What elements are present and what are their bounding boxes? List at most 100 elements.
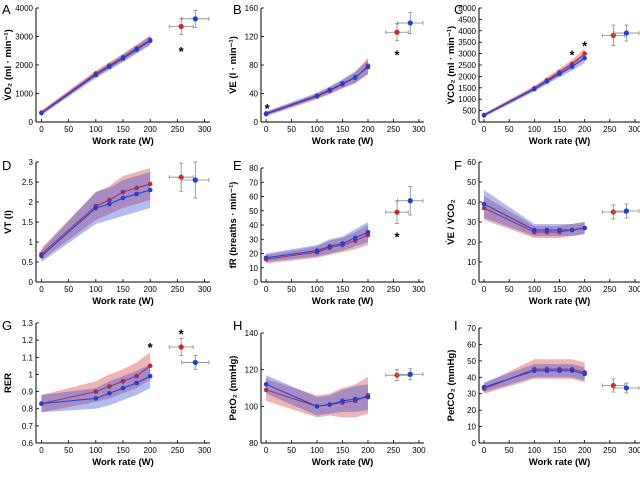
data-point-red xyxy=(93,389,99,394)
x-tick-label: 100 xyxy=(528,125,542,134)
significance-star: * xyxy=(394,47,400,62)
x-axis-label: Work rate (W) xyxy=(312,296,374,307)
y-tick-label: 1.2 xyxy=(22,336,34,345)
data-point-blue xyxy=(557,227,562,233)
x-tick-label: 50 xyxy=(287,125,296,134)
y-tick-label: 3000 xyxy=(15,33,33,42)
y-tick-label: 0.5 xyxy=(22,258,34,267)
y-tick-label: 60 xyxy=(467,158,476,167)
series-line-red xyxy=(265,389,369,407)
x-tick-label: 100 xyxy=(89,446,103,455)
data-point-blue xyxy=(569,64,575,69)
x-tick-label: 150 xyxy=(553,446,567,455)
y-tick-label: 80 xyxy=(249,439,258,448)
x-tick-label: 200 xyxy=(578,446,592,455)
x-tick-label: 100 xyxy=(528,446,542,455)
x-tick-label: 0 xyxy=(264,285,269,294)
x-tick-label: 100 xyxy=(89,125,103,134)
band-blue xyxy=(41,364,151,413)
data-point-blue xyxy=(481,384,487,390)
data-point-blue xyxy=(582,371,587,377)
y-tick-label: 2000 xyxy=(15,61,33,70)
series-line-blue xyxy=(266,231,369,259)
x-tick-label: 100 xyxy=(528,285,542,294)
y-tick-label: 60 xyxy=(249,193,258,202)
data-point-blue xyxy=(39,110,44,116)
peak-point-red xyxy=(394,209,400,215)
y-axis-label: V̇CO₂ (ml · min⁻¹) xyxy=(446,26,457,104)
y-tick-label: 40 xyxy=(467,373,476,382)
x-tick-label: 300 xyxy=(198,125,212,134)
panel-letter: B xyxy=(233,2,242,17)
data-point-red xyxy=(582,51,587,56)
y-tick-label: 0.8 xyxy=(22,405,34,414)
peak-point-blue xyxy=(407,20,413,26)
data-point-blue xyxy=(147,38,153,44)
y-tick-label: 30 xyxy=(467,218,476,227)
data-point-blue xyxy=(365,229,371,235)
y-axis-label: PetCO₂ (mmHg) xyxy=(446,350,457,422)
peak-point-red xyxy=(394,372,400,378)
x-tick-label: 250 xyxy=(387,446,401,455)
x-tick-label: 50 xyxy=(64,125,73,134)
series-line-red xyxy=(41,183,151,255)
x-tick-label: 150 xyxy=(553,125,567,134)
data-point-blue xyxy=(327,244,333,249)
peak-point-red xyxy=(178,23,184,30)
peak-point-blue xyxy=(623,385,630,391)
data-point-blue xyxy=(107,64,112,70)
data-point-blue xyxy=(107,390,112,396)
data-point-blue xyxy=(134,380,139,386)
y-axis-label: V̇E (l · min⁻¹) xyxy=(228,36,239,94)
x-tick-label: 300 xyxy=(198,446,212,455)
data-point-blue xyxy=(93,72,99,78)
y-tick-label: 60 xyxy=(467,340,476,349)
x-axis-label: Work rate (W) xyxy=(92,457,154,468)
x-axis-label: Work rate (W) xyxy=(92,296,154,307)
series-line-blue xyxy=(41,189,151,257)
x-tick-label: 200 xyxy=(144,125,158,134)
y-axis-label: PetO₂ (mmHg) xyxy=(228,356,239,421)
y-tick-label: 2 xyxy=(29,198,34,207)
y-tick-label: 50 xyxy=(467,178,476,187)
y-tick-label: 0 xyxy=(254,278,259,287)
data-point-blue xyxy=(93,205,99,211)
panel-e: E 0 50 100 150 200 250 300 0 10 20 30 40 50 60 70 80 Work… xyxy=(228,158,426,307)
y-tick-label: 40 xyxy=(249,90,258,99)
data-point-red xyxy=(134,185,139,191)
data-point-blue xyxy=(314,93,320,98)
y-tick-label: 0 xyxy=(472,278,477,287)
series-line-red xyxy=(483,53,585,116)
peak-point-blue xyxy=(407,198,413,204)
data-point-blue xyxy=(532,368,537,374)
y-tick-label: 5000 xyxy=(458,4,476,13)
panel-h: H 0 50 100 150 200 250 300 80 100 120 140 Work rate … xyxy=(228,318,426,468)
y-tick-label: 1 xyxy=(29,370,34,379)
data-point-blue xyxy=(147,373,153,379)
data-point-blue xyxy=(147,187,153,193)
y-tick-label: 120 xyxy=(245,33,259,42)
x-tick-label: 150 xyxy=(116,446,130,455)
x-tick-label: 300 xyxy=(628,446,640,455)
panel-c: C0 50 100 150 200 250 300050010001500200025003… xyxy=(446,2,640,147)
y-tick-label: 0 xyxy=(472,118,477,127)
y-axis-label: fR (breaths · min⁻¹) xyxy=(228,182,239,269)
x-axis-label: Work rate (W) xyxy=(312,136,374,147)
series-line-blue xyxy=(265,66,369,114)
x-tick-label: 100 xyxy=(310,446,324,455)
x-axis-label: Work rate (W) xyxy=(529,457,591,468)
y-tick-label: 2500 xyxy=(458,61,476,70)
data-point-blue xyxy=(340,398,345,404)
data-point-blue xyxy=(352,235,358,241)
significance-star: * xyxy=(148,340,154,355)
x-tick-label: 200 xyxy=(361,446,375,455)
peak-point-red xyxy=(610,32,616,38)
panel-i: I 0 50 100 150 200 250 300 0 10 20 30 40 50 60 70 Work r… xyxy=(446,318,640,468)
x-tick-label: 250 xyxy=(603,125,617,134)
data-point-red xyxy=(107,197,112,203)
y-tick-label: 4000 xyxy=(458,27,476,36)
peak-point-red xyxy=(610,209,616,215)
x-tick-label: 150 xyxy=(336,446,350,455)
y-tick-label: 1000 xyxy=(458,95,476,104)
x-tick-label: 250 xyxy=(387,285,401,294)
